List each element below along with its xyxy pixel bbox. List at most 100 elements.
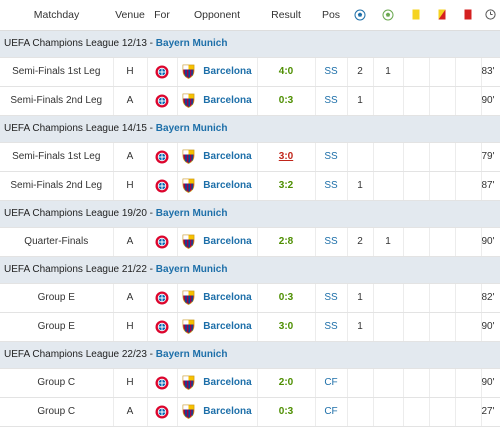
bayern-munich-crest-icon[interactable] bbox=[155, 150, 169, 164]
header-red-cards[interactable] bbox=[455, 0, 481, 31]
barcelona-crest-icon[interactable] bbox=[182, 404, 195, 419]
goals-cell: 2 bbox=[347, 227, 374, 257]
opponent-cell: Barcelona bbox=[177, 171, 258, 201]
competition-name[interactable]: UEFA Champions League 14/15 bbox=[4, 123, 147, 134]
result-link[interactable]: 0:3 bbox=[278, 95, 294, 106]
minutes-cell: 90' bbox=[481, 368, 500, 398]
matchday-cell: Group E bbox=[0, 283, 114, 313]
venue-cell: H bbox=[113, 171, 148, 201]
opponent-link[interactable]: Barcelona bbox=[203, 236, 252, 247]
barcelona-crest-icon[interactable] bbox=[182, 234, 195, 249]
header-opponent[interactable]: Opponent bbox=[177, 0, 257, 31]
result-link[interactable]: 3:0 bbox=[278, 151, 294, 162]
venue-cell: H bbox=[113, 312, 148, 342]
red-cards-cell bbox=[455, 86, 482, 116]
club-link[interactable]: Bayern Munich bbox=[155, 38, 228, 49]
header-venue[interactable]: Venue bbox=[113, 0, 147, 31]
opponent-cell: Barcelona bbox=[177, 142, 258, 172]
barcelona-crest-icon[interactable] bbox=[182, 64, 195, 79]
club-link[interactable]: Bayern Munich bbox=[155, 208, 228, 219]
for-cell bbox=[147, 283, 178, 313]
opponent-link[interactable]: Barcelona bbox=[203, 66, 252, 77]
position-cell: SS bbox=[315, 86, 348, 116]
header-for[interactable]: For bbox=[147, 0, 177, 31]
header-minutes[interactable] bbox=[481, 0, 500, 31]
opponent-cell: Barcelona bbox=[177, 283, 258, 313]
club-link[interactable]: Bayern Munich bbox=[155, 349, 228, 360]
bayern-munich-crest-icon[interactable] bbox=[155, 235, 169, 249]
header-matchday[interactable]: Matchday bbox=[0, 0, 113, 31]
competition-name[interactable]: UEFA Champions League 19/20 bbox=[4, 208, 147, 219]
competition-name[interactable]: UEFA Champions League 12/13 bbox=[4, 38, 147, 49]
barcelona-crest-icon[interactable] bbox=[182, 319, 195, 334]
barcelona-crest-icon[interactable] bbox=[182, 290, 195, 305]
yellow-card-icon bbox=[412, 9, 420, 20]
header-yellow-cards[interactable] bbox=[403, 0, 429, 31]
competition-name[interactable]: UEFA Champions League 21/22 bbox=[4, 264, 147, 275]
venue-cell: A bbox=[113, 86, 148, 116]
goals-cell bbox=[347, 368, 374, 398]
for-cell bbox=[147, 57, 178, 87]
bayern-munich-crest-icon[interactable] bbox=[155, 291, 169, 305]
red-cards-cell bbox=[455, 368, 482, 398]
result-link[interactable]: 2:0 bbox=[278, 377, 294, 388]
bayern-munich-crest-icon[interactable] bbox=[155, 320, 169, 334]
venue-cell: H bbox=[113, 368, 148, 398]
match-row: Semi-Finals 1st Leg A Barcelona 3:0 bbox=[0, 142, 500, 172]
header-second-yellow[interactable] bbox=[429, 0, 455, 31]
competition-section-row: UEFA Champions League 21/22 - Bayern Mun… bbox=[0, 256, 500, 284]
second-yellow-cell bbox=[429, 86, 456, 116]
competition-section-row: UEFA Champions League 19/20 - Bayern Mun… bbox=[0, 200, 500, 228]
result-link[interactable]: 2:8 bbox=[278, 236, 294, 247]
opponent-link[interactable]: Barcelona bbox=[203, 180, 252, 191]
minutes-cell: 90' bbox=[481, 312, 500, 342]
minutes-cell: 79' bbox=[481, 142, 500, 172]
bayern-munich-crest-icon[interactable] bbox=[155, 65, 169, 79]
header-pos[interactable]: Pos bbox=[315, 0, 347, 31]
opponent-link[interactable]: Barcelona bbox=[203, 321, 252, 332]
opponent-cell: Barcelona bbox=[177, 86, 258, 116]
goals-cell: 1 bbox=[347, 312, 374, 342]
yellow-cards-cell bbox=[403, 227, 430, 257]
second-yellow-cell bbox=[429, 368, 456, 398]
barcelona-crest-icon[interactable] bbox=[182, 93, 195, 108]
header-assists[interactable] bbox=[373, 0, 403, 31]
header-goals[interactable] bbox=[347, 0, 373, 31]
opponent-link[interactable]: Barcelona bbox=[203, 292, 252, 303]
competition-name[interactable]: UEFA Champions League 22/23 bbox=[4, 349, 147, 360]
bayern-munich-crest-icon[interactable] bbox=[155, 94, 169, 108]
performance-table: Matchday Venue For Opponent Result Pos bbox=[0, 0, 500, 427]
club-link[interactable]: Bayern Munich bbox=[155, 123, 228, 134]
result-link[interactable]: 4:0 bbox=[278, 66, 294, 77]
opponent-link[interactable]: Barcelona bbox=[203, 406, 252, 417]
goals-cell bbox=[347, 397, 374, 427]
yellow-cards-cell bbox=[403, 283, 430, 313]
result-link[interactable]: 0:3 bbox=[278, 292, 294, 303]
position-cell: SS bbox=[315, 227, 348, 257]
result-link[interactable]: 0:3 bbox=[278, 406, 294, 417]
bayern-munich-crest-icon[interactable] bbox=[155, 405, 169, 419]
barcelona-crest-icon[interactable] bbox=[182, 375, 195, 390]
red-cards-cell bbox=[455, 397, 482, 427]
match-row: Quarter-Finals A Barcelona 2:8 S bbox=[0, 227, 500, 257]
second-yellow-cell bbox=[429, 57, 456, 87]
match-row: Semi-Finals 1st Leg H Barcelona 4:0 bbox=[0, 57, 500, 87]
assists-cell bbox=[373, 142, 404, 172]
club-link[interactable]: Bayern Munich bbox=[155, 264, 228, 275]
assists-cell bbox=[373, 86, 404, 116]
header-result[interactable]: Result bbox=[257, 0, 315, 31]
opponent-link[interactable]: Barcelona bbox=[203, 377, 252, 388]
bayern-munich-crest-icon[interactable] bbox=[155, 376, 169, 390]
opponent-link[interactable]: Barcelona bbox=[203, 151, 252, 162]
for-cell bbox=[147, 312, 178, 342]
barcelona-crest-icon[interactable] bbox=[182, 149, 195, 164]
bayern-munich-crest-icon[interactable] bbox=[155, 179, 169, 193]
result-link[interactable]: 3:2 bbox=[278, 180, 294, 191]
result-link[interactable]: 3:0 bbox=[278, 321, 294, 332]
minutes-cell: 27' bbox=[481, 397, 500, 427]
second-yellow-card-icon bbox=[438, 9, 446, 20]
barcelona-crest-icon[interactable] bbox=[182, 178, 195, 193]
matchday-cell: Group E bbox=[0, 312, 114, 342]
opponent-link[interactable]: Barcelona bbox=[203, 95, 252, 106]
for-cell bbox=[147, 142, 178, 172]
